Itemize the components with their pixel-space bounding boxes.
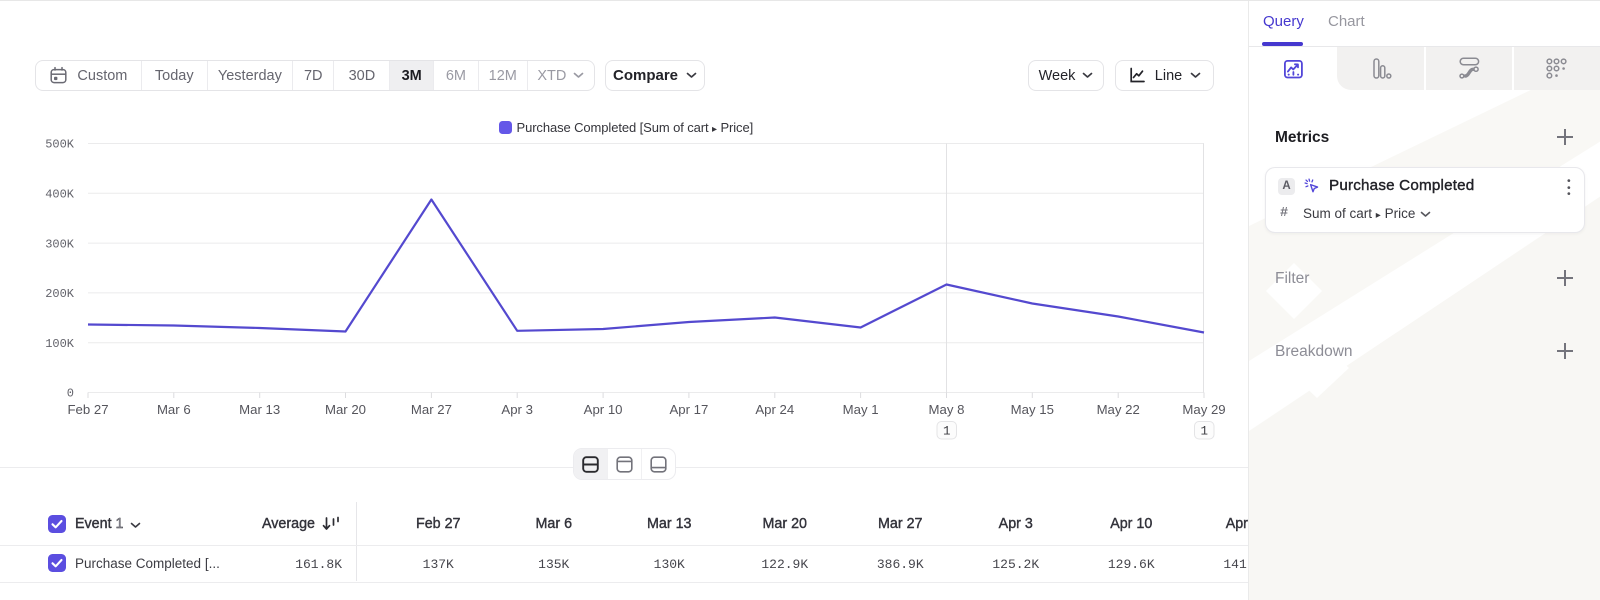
svg-text:Mar 20: Mar 20 bbox=[325, 402, 366, 417]
svg-text:0: 0 bbox=[67, 387, 74, 401]
svg-text:1: 1 bbox=[943, 425, 951, 439]
svg-text:Mar 6: Mar 6 bbox=[157, 402, 191, 417]
svg-text:Apr 10: Apr 10 bbox=[584, 402, 623, 417]
svg-text:1: 1 bbox=[1200, 425, 1208, 439]
svg-text:May 29: May 29 bbox=[1182, 402, 1225, 417]
svg-text:Mar 13: Mar 13 bbox=[239, 402, 280, 417]
svg-text:Apr 17: Apr 17 bbox=[669, 402, 708, 417]
svg-text:300K: 300K bbox=[45, 237, 75, 251]
svg-text:100K: 100K bbox=[45, 337, 75, 351]
svg-text:Apr 3: Apr 3 bbox=[501, 402, 533, 417]
svg-text:400K: 400K bbox=[45, 188, 75, 202]
svg-text:500K: 500K bbox=[45, 138, 75, 152]
svg-text:Feb 27: Feb 27 bbox=[67, 402, 108, 417]
svg-text:Apr 24: Apr 24 bbox=[755, 402, 794, 417]
svg-text:May 22: May 22 bbox=[1097, 402, 1140, 417]
svg-text:200K: 200K bbox=[45, 287, 75, 301]
svg-text:Mar 27: Mar 27 bbox=[411, 402, 452, 417]
svg-text:May 1: May 1 bbox=[843, 402, 879, 417]
svg-text:May 15: May 15 bbox=[1011, 402, 1054, 417]
svg-text:May 8: May 8 bbox=[929, 402, 965, 417]
